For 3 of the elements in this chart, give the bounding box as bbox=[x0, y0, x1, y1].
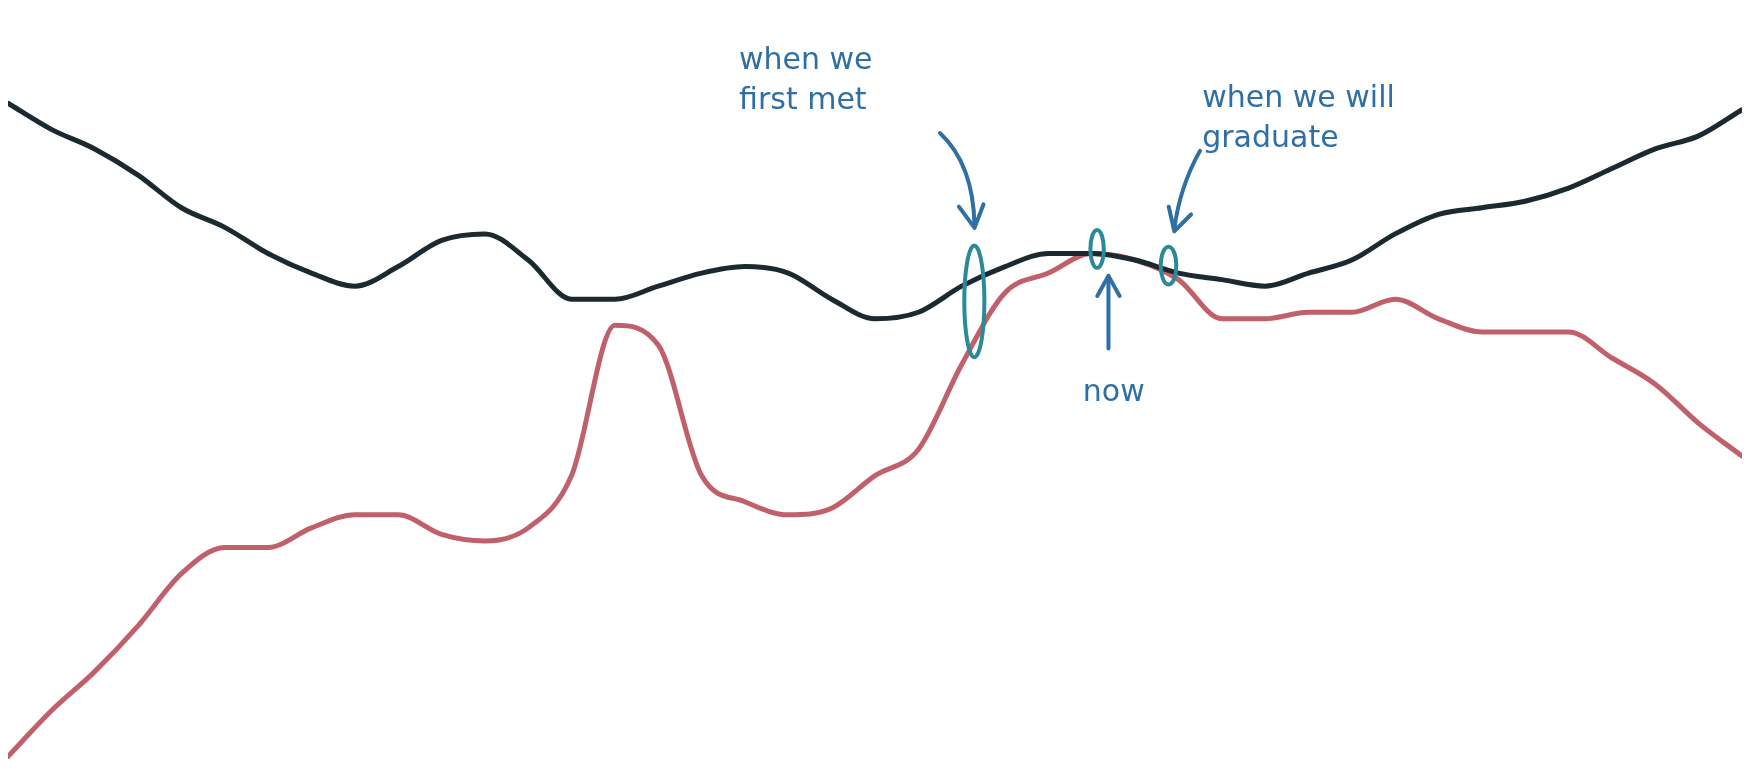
annotation: when we first met bbox=[739, 40, 874, 119]
annotation: now bbox=[1082, 371, 1145, 410]
annotation: when we will graduate bbox=[1202, 78, 1396, 157]
